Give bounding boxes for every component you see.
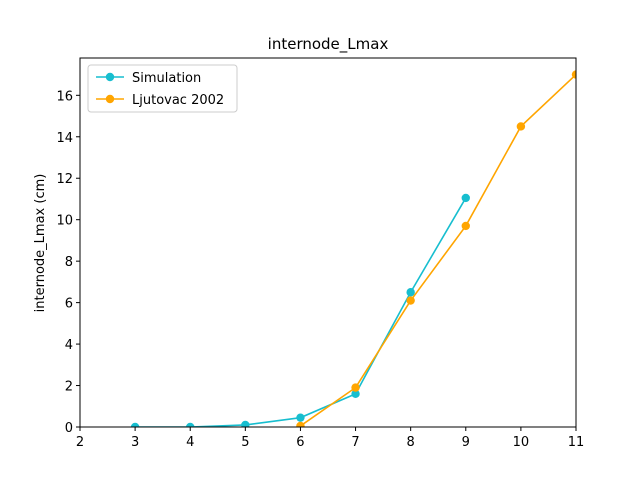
y-axis-label-group: internode_Lmax (cm) bbox=[33, 174, 48, 313]
data-point-ljutovac-2002 bbox=[351, 383, 360, 392]
legend-label-simulation: Simulation bbox=[132, 71, 201, 86]
data-point-ljutovac-2002 bbox=[461, 221, 470, 231]
x-tick-label: 8 bbox=[407, 435, 415, 450]
legend: Simulation Ljutovac 2002 bbox=[87, 64, 238, 113]
y-tick-label: 12 bbox=[56, 172, 73, 187]
data-point-simulation bbox=[351, 389, 360, 399]
legend-label-ljutovac-2002: Ljutovac 2002 bbox=[132, 93, 224, 108]
data-point-ljutovac-2002 bbox=[516, 122, 526, 131]
y-tick-label: 4 bbox=[65, 338, 73, 353]
y-tick-label: 14 bbox=[56, 131, 73, 146]
x-tick-label: 2 bbox=[76, 435, 84, 450]
x-tick-label: 3 bbox=[131, 435, 139, 450]
y-tick-label: 10 bbox=[56, 214, 73, 229]
y-tick-label: 16 bbox=[56, 89, 73, 104]
x-tick-label: 11 bbox=[568, 435, 585, 450]
x-tick-label: 9 bbox=[462, 435, 470, 450]
series-layer bbox=[130, 70, 576, 427]
y-tick-label: 0 bbox=[65, 421, 73, 436]
y-tick-label: 8 bbox=[65, 255, 73, 270]
data-point-simulation bbox=[406, 288, 415, 297]
legend-box bbox=[87, 64, 238, 113]
data-point-simulation bbox=[241, 420, 250, 427]
y-axis-label: internode_Lmax (cm) bbox=[33, 174, 48, 313]
x-tick-label: 10 bbox=[513, 435, 530, 450]
x-tick-label: 5 bbox=[241, 435, 249, 450]
data-point-simulation bbox=[461, 193, 470, 203]
x-tick-label: 7 bbox=[351, 435, 359, 450]
y-tick-label: 2 bbox=[65, 380, 73, 395]
data-point-ljutovac-2002 bbox=[296, 421, 305, 427]
x-tick-label: 4 bbox=[186, 435, 194, 450]
plot-frame bbox=[79, 57, 577, 428]
data-point-simulation bbox=[296, 413, 305, 422]
data-point-simulation bbox=[130, 422, 140, 427]
x-tick-label: 6 bbox=[296, 435, 304, 450]
y-tick-label: 6 bbox=[65, 297, 73, 312]
plot-area bbox=[130, 70, 576, 427]
data-point-simulation bbox=[186, 422, 195, 427]
chart-title: internode_Lmax bbox=[268, 35, 389, 54]
data-point-ljutovac-2002 bbox=[406, 296, 415, 305]
legend-marker-ljutovac-2002 bbox=[105, 94, 115, 104]
legend-marker-simulation bbox=[105, 72, 115, 82]
series-line-ljutovac-2002 bbox=[299, 73, 576, 427]
data-point-ljutovac-2002 bbox=[571, 70, 576, 79]
